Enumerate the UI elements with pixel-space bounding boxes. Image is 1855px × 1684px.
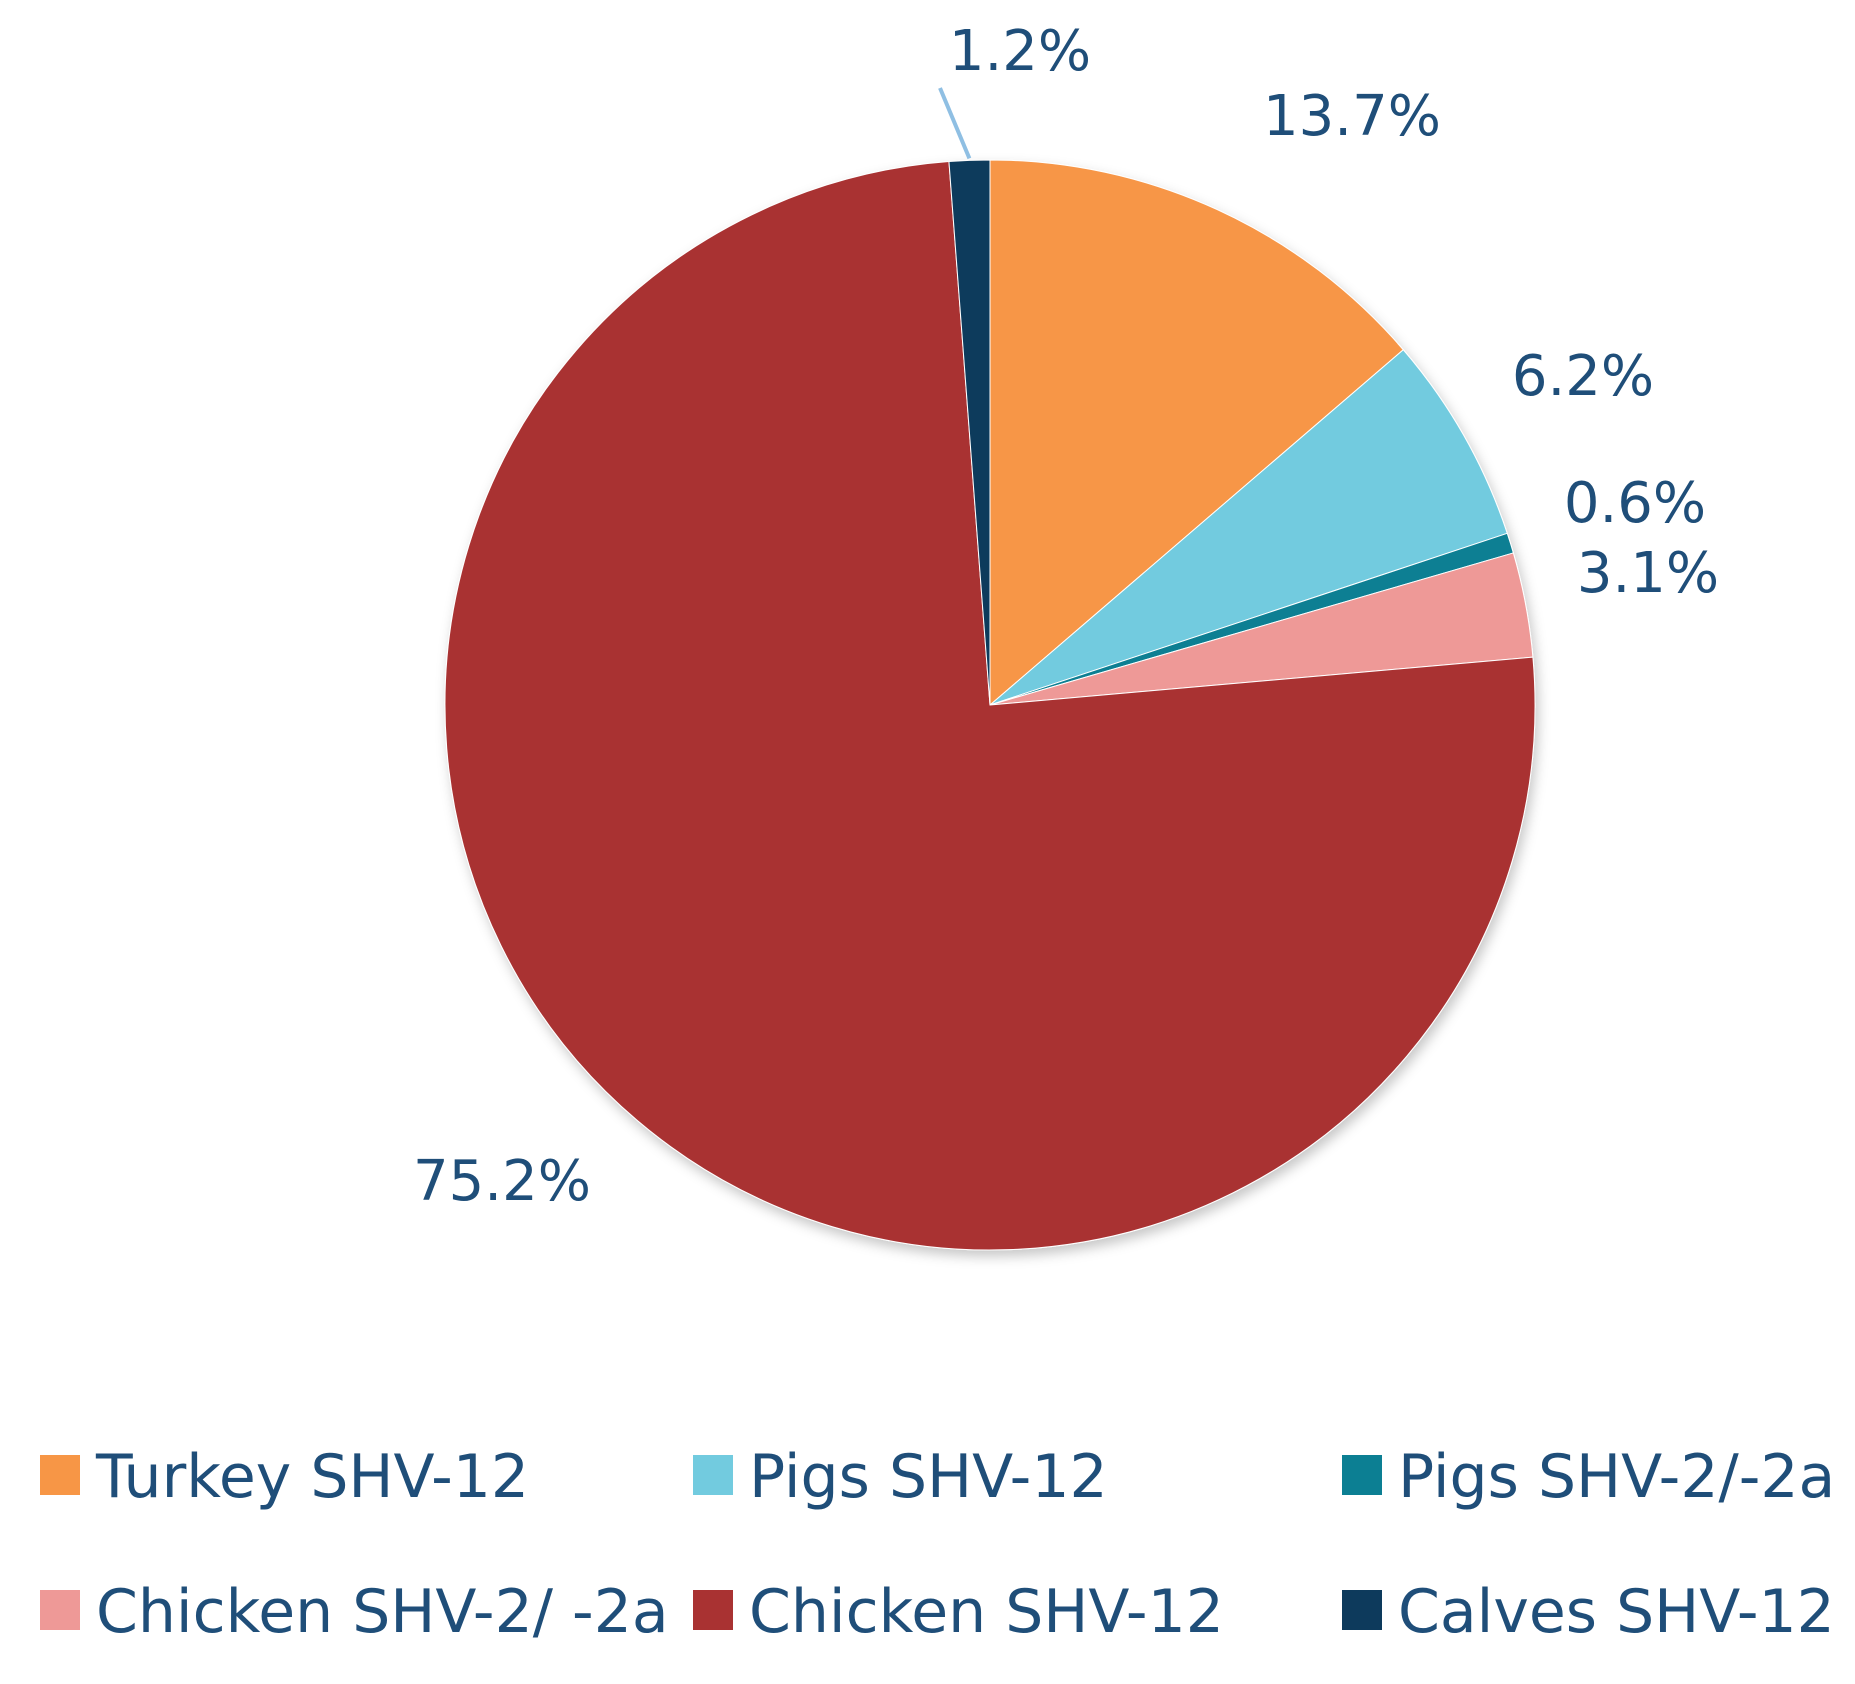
legend-item-turkey-shv-12: Turkey SHV-12	[40, 1442, 529, 1512]
slice-chicken-shv-12	[444, 161, 1536, 1251]
legend-swatch-calves-shv-12	[1342, 1590, 1382, 1630]
data-label-pigs-shv-2-2a: 0.6%	[1564, 471, 1706, 536]
legend-label-turkey-shv-12: Turkey SHV-12	[95, 1442, 529, 1512]
legend-swatch-chicken-shv-12	[693, 1590, 733, 1630]
legend: Turkey SHV-12 Pigs SHV-12 Pigs SHV-2/-2a Ch…	[40, 1442, 1835, 1647]
legend-label-pigs-shv-2-2a: Pigs SHV-2/-2a	[1398, 1442, 1835, 1512]
data-label-pigs-shv-12: 6.2%	[1512, 344, 1654, 409]
pie-slices	[444, 159, 1536, 1251]
legend-item-chicken-shv-2-2a: Chicken SHV-2/ -2a	[40, 1577, 669, 1647]
legend-label-chicken-shv-2-2a: Chicken SHV-2/ -2a	[96, 1577, 669, 1647]
data-labels: 13.7% 6.2% 0.6%3.1% 75.2% 1.2%	[413, 19, 1719, 1214]
legend-swatch-chicken-shv-2-2a	[40, 1590, 80, 1630]
data-label-turkey-shv-12: 13.7%	[1263, 84, 1441, 149]
data-label-calves-shv-12: 1.2%	[949, 19, 1091, 84]
legend-swatch-pigs-shv-2-2a	[1342, 1455, 1382, 1495]
legend-item-pigs-shv-12: Pigs SHV-12	[693, 1442, 1108, 1512]
legend-label-calves-shv-12: Calves SHV-12	[1398, 1577, 1835, 1647]
legend-swatch-turkey-shv-12	[40, 1455, 80, 1495]
slice-turkey-shv-12	[989, 159, 1405, 707]
data-label-chicken-shv-12: 75.2%	[413, 1149, 591, 1214]
leader-line-calves-shv-12	[938, 87, 972, 160]
slice-pigs-shv-12	[989, 349, 1508, 706]
legend-label-chicken-shv-12: Chicken SHV-12	[749, 1577, 1224, 1647]
legend-swatch-pigs-shv-12	[693, 1455, 733, 1495]
data-label-chicken-shv-2-2a: 3.1%	[1577, 541, 1719, 606]
legend-item-pigs-shv-2-2a: Pigs SHV-2/-2a	[1342, 1442, 1835, 1512]
legend-item-chicken-shv-12: Chicken SHV-12	[693, 1577, 1224, 1647]
legend-label-pigs-shv-12: Pigs SHV-12	[749, 1442, 1108, 1512]
slice-calves-shv-12	[948, 159, 991, 706]
legend-item-calves-shv-12: Calves SHV-12	[1342, 1577, 1835, 1647]
